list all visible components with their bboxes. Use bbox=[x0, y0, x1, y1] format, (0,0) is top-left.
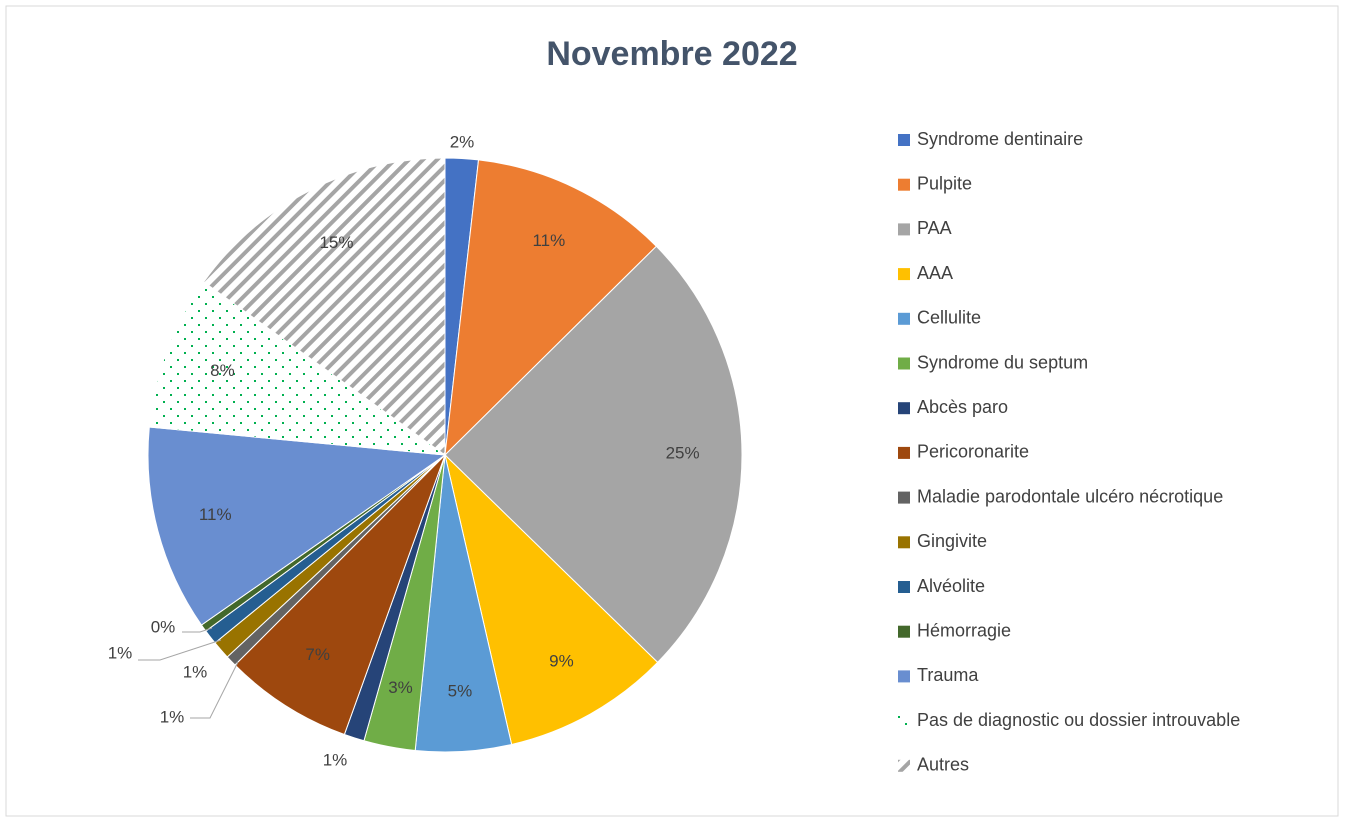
legend-swatch bbox=[898, 446, 910, 459]
pie-slice bbox=[444, 159, 658, 457]
pie-slice bbox=[444, 245, 743, 664]
pie-slice bbox=[148, 281, 447, 456]
data-label: 15% bbox=[319, 233, 353, 252]
legend-swatch bbox=[898, 715, 910, 728]
data-label: 1% bbox=[183, 662, 208, 681]
legend-label: Autres bbox=[917, 755, 969, 775]
legend-label: Alvéolite bbox=[917, 576, 985, 596]
legend-swatch bbox=[898, 491, 910, 504]
legend-swatch bbox=[898, 670, 910, 683]
leader-line bbox=[182, 627, 213, 633]
legend-label: Pas de diagnostic ou dossier introuvable bbox=[917, 710, 1240, 730]
data-label: 1% bbox=[108, 643, 133, 662]
legend-label: Hémorragie bbox=[917, 620, 1011, 640]
data-label: 1% bbox=[160, 707, 185, 726]
data-label: 7% bbox=[305, 645, 330, 664]
legend-swatch bbox=[898, 223, 910, 236]
legend-label: Syndrome dentinaire bbox=[917, 129, 1083, 149]
data-label: 11% bbox=[532, 231, 565, 250]
legend-swatch bbox=[898, 402, 910, 415]
legend-swatch bbox=[898, 312, 910, 325]
pie-slice bbox=[444, 453, 659, 746]
legend-label: PAA bbox=[917, 218, 952, 238]
legend-label: Pericoronarite bbox=[917, 442, 1029, 462]
legend-label: Syndrome du septum bbox=[917, 352, 1088, 372]
data-label: 5% bbox=[448, 682, 473, 701]
legend-label: Trauma bbox=[917, 665, 979, 685]
data-label: 9% bbox=[549, 652, 574, 671]
legend-label: Pulpite bbox=[917, 173, 972, 193]
legend-label: AAA bbox=[917, 263, 953, 283]
data-label: 1% bbox=[323, 750, 348, 769]
legend-swatch bbox=[898, 134, 910, 146]
legend-swatch bbox=[898, 625, 910, 638]
data-label: 3% bbox=[388, 678, 413, 697]
legend-swatch bbox=[898, 357, 910, 370]
legend-swatch bbox=[898, 536, 910, 549]
chart-title: Novembre 2022 bbox=[546, 35, 797, 73]
data-label: 2% bbox=[450, 132, 475, 151]
legend-label: Abcès paro bbox=[917, 397, 1008, 417]
data-label: 0% bbox=[151, 617, 176, 636]
leader-line bbox=[138, 639, 222, 661]
leader-line bbox=[190, 661, 239, 719]
pie-slice bbox=[234, 454, 446, 736]
pie-slice bbox=[147, 426, 447, 626]
legend-label: Gingivite bbox=[917, 531, 987, 551]
legend-label: Maladie parodontale ulcéro nécrotique bbox=[917, 486, 1223, 506]
legend-swatch bbox=[898, 268, 910, 281]
data-label: 11% bbox=[199, 505, 232, 524]
legend-label: Cellulite bbox=[917, 308, 981, 328]
legend-swatch bbox=[898, 759, 910, 772]
data-label: 8% bbox=[210, 361, 235, 380]
data-label: 25% bbox=[666, 444, 700, 463]
pie-slice bbox=[202, 157, 446, 456]
legend-swatch bbox=[898, 178, 910, 191]
legend-swatch bbox=[898, 581, 910, 593]
